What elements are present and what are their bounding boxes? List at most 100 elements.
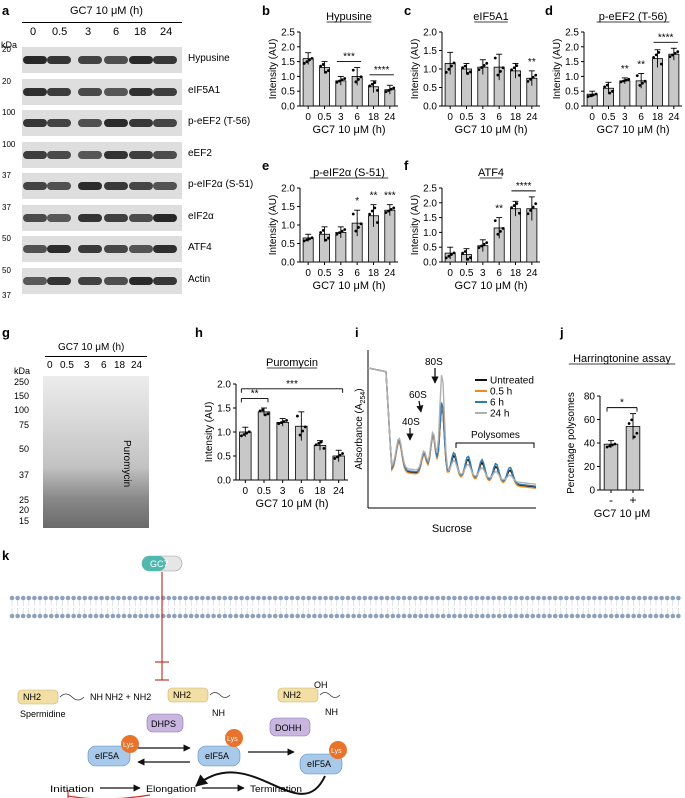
significance-d: ** bbox=[637, 59, 645, 70]
blot-a-band bbox=[23, 182, 47, 190]
x-tick-label-b: 6 bbox=[354, 112, 360, 123]
annotation-40s: 40S bbox=[402, 417, 420, 428]
panel-letter-k: k bbox=[2, 548, 10, 563]
data-point-c bbox=[480, 66, 483, 69]
lipid-head bbox=[418, 613, 424, 619]
lipid-head bbox=[20, 595, 26, 601]
lipid-head bbox=[407, 595, 412, 601]
data-point-j bbox=[610, 443, 614, 447]
lipid-head bbox=[312, 595, 317, 601]
hypusine-nh2: NH2 bbox=[283, 690, 301, 700]
y-tick-label-e: 1.0 bbox=[281, 221, 295, 232]
blot-g-kda: kDa bbox=[14, 366, 31, 376]
lipid-head bbox=[317, 595, 323, 601]
lipid-head bbox=[452, 613, 457, 619]
lipid-head bbox=[653, 595, 659, 601]
intermediate-nh2: NH2 bbox=[173, 690, 191, 700]
chart-title-f: ATF4 bbox=[478, 167, 504, 179]
significance-e: * bbox=[355, 196, 359, 207]
y-tick-label-h: 2.0 bbox=[217, 380, 231, 391]
bar-chart-h: Puromycin 0.0 0.5 1.0 1.5 2.0 0 0.5 3 6 18 24 GC7 10… bbox=[204, 357, 348, 510]
data-point-b bbox=[354, 80, 358, 84]
legend-label-1: 0.5 h bbox=[490, 387, 512, 398]
data-point-f bbox=[499, 229, 502, 233]
x-tick-label-e: 3 bbox=[338, 268, 344, 279]
lipid-head bbox=[183, 613, 188, 619]
significance-f: ** bbox=[495, 204, 503, 215]
data-point-h bbox=[245, 431, 249, 435]
lipid-head bbox=[228, 595, 233, 601]
lipid-head bbox=[200, 595, 205, 601]
lipid-head bbox=[608, 613, 614, 619]
significance-f: **** bbox=[516, 181, 532, 192]
lipid-head bbox=[351, 613, 356, 619]
data-point-d bbox=[638, 83, 642, 87]
lipid-head bbox=[524, 613, 530, 619]
data-point-d bbox=[660, 62, 663, 66]
blot-a-band bbox=[78, 182, 102, 190]
x-tick-label-f: 0.5 bbox=[460, 268, 474, 279]
lipid-head bbox=[88, 613, 93, 619]
lipid-head bbox=[586, 595, 592, 601]
lipid-head bbox=[670, 613, 676, 619]
significance-e: ** bbox=[370, 191, 378, 202]
significance-d: **** bbox=[658, 32, 674, 43]
lipid-head bbox=[149, 595, 155, 601]
lys-1 bbox=[121, 735, 139, 753]
y-tick-label-f: 0.0 bbox=[423, 258, 437, 269]
hypusine-chain bbox=[319, 692, 341, 698]
lipid-head bbox=[401, 595, 407, 601]
blot-g-marker-7: 20 bbox=[19, 505, 30, 515]
data-point-b bbox=[340, 78, 344, 82]
data-point-d bbox=[668, 55, 672, 59]
panel-letter-c: c bbox=[404, 3, 412, 18]
lipid-head bbox=[144, 613, 149, 619]
bar-chart-e: p-eIF2α (S-51) 0.0 0.5 1.0 1.5 2.0 0 0.5 3 6 18 24G… bbox=[268, 167, 398, 292]
lipid-head bbox=[54, 595, 60, 601]
blot-g-marker-8: 15 bbox=[19, 516, 30, 526]
x-axis-label-j: GC7 10 μM bbox=[594, 508, 650, 520]
data-point-e bbox=[357, 226, 360, 229]
lipid-head bbox=[569, 613, 575, 619]
blot-a-band bbox=[104, 245, 128, 253]
annotation-60s: 60S bbox=[409, 390, 427, 401]
y-tick-label-d: 0.0 bbox=[565, 102, 579, 113]
lipid-head bbox=[200, 613, 205, 619]
data-point-f bbox=[526, 212, 530, 216]
panel-letter-j: j bbox=[560, 325, 564, 340]
blot-a-band bbox=[23, 150, 47, 159]
panel-letter-b: b bbox=[262, 3, 270, 18]
significance-j: * bbox=[620, 398, 624, 409]
data-point-h bbox=[317, 442, 321, 445]
blot-a-band bbox=[153, 56, 177, 64]
blot-a-band bbox=[129, 213, 153, 222]
arrow-60s bbox=[416, 400, 424, 413]
data-point-d bbox=[589, 94, 593, 98]
x-tick-label-e: 0.5 bbox=[318, 268, 332, 279]
data-point-d bbox=[622, 79, 625, 83]
data-point-f bbox=[463, 250, 467, 253]
y-tick-label-c: 0.0 bbox=[423, 102, 437, 113]
dohh-label: DOHH bbox=[275, 723, 302, 733]
y-tick-label-c: 0.5 bbox=[423, 83, 437, 94]
y-tick-label-h: 1.0 bbox=[217, 428, 231, 439]
y-tick-label-j: 0 bbox=[589, 486, 595, 497]
data-point-j bbox=[632, 435, 636, 439]
panel-letter-a: a bbox=[2, 3, 10, 18]
lipid-head bbox=[558, 613, 564, 619]
lipid-head bbox=[82, 613, 88, 619]
blot-a-treatment: GC7 10 μM (h) bbox=[70, 5, 143, 17]
data-point-b bbox=[327, 69, 330, 72]
data-point-b bbox=[368, 84, 371, 88]
lipid-head bbox=[384, 595, 390, 601]
lipid-head bbox=[396, 613, 401, 619]
data-point-e bbox=[324, 238, 328, 242]
lipid-head bbox=[244, 613, 250, 619]
intermediate-chain bbox=[209, 692, 231, 698]
lipid-head bbox=[603, 613, 608, 619]
x-axis-label-e: GC7 10 μM (h) bbox=[313, 280, 386, 292]
data-point-d bbox=[608, 91, 612, 95]
lipid-head bbox=[43, 595, 48, 601]
x-tick-label-b: 0 bbox=[305, 112, 311, 123]
